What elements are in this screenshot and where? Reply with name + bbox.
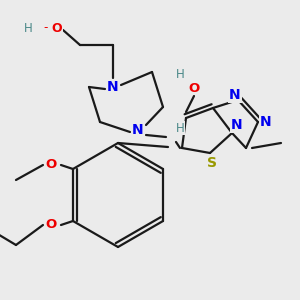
Text: N: N — [132, 123, 144, 137]
Text: O: O — [52, 22, 62, 34]
Text: O: O — [45, 158, 57, 172]
Text: O: O — [45, 218, 57, 232]
Text: N: N — [107, 80, 119, 94]
Text: -: - — [44, 22, 48, 34]
Text: N: N — [231, 118, 243, 132]
Text: H: H — [24, 22, 32, 34]
Text: H: H — [176, 68, 184, 80]
Text: S: S — [207, 156, 217, 170]
Text: H: H — [176, 122, 184, 134]
Text: N: N — [260, 115, 272, 129]
Text: N: N — [229, 88, 241, 102]
Text: O: O — [188, 82, 200, 94]
